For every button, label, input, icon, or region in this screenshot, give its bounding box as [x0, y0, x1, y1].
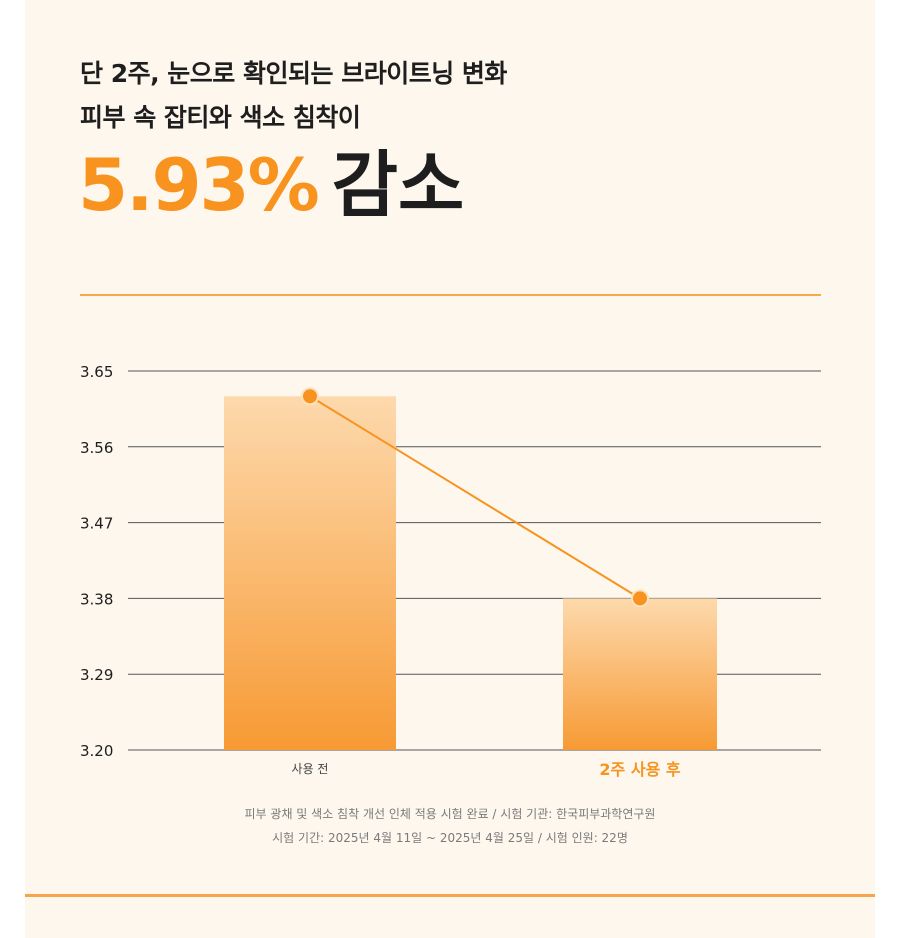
bar-layer	[224, 396, 717, 750]
trend-line	[309, 395, 641, 600]
headline-line-1: 단 2주, 눈으로 확인되는 브라이트닝 변화	[80, 59, 507, 88]
reduction-percent: 5.93%	[78, 143, 320, 227]
bar-1	[224, 396, 396, 750]
line-layer	[301, 387, 649, 608]
headline-line-2: 피부 속 잡티와 색소 침착이	[80, 103, 361, 132]
content-card	[25, 0, 875, 938]
footnote-period: 시험 기간: 2025년 4월 11일 ~ 2025년 4월 25일 / 시험 …	[272, 831, 628, 845]
reduction-word: 감소	[331, 143, 465, 227]
bar-line-chart: 3.65 3.56 3.47 3.38 3.29 3.20 사용 전 2주 사용 후	[80, 363, 821, 779]
x-tick-label: 사용 전	[292, 762, 329, 776]
label-layer: 사용 전 2주 사용 후	[292, 760, 681, 779]
divider-top	[80, 294, 821, 296]
bar-2	[563, 598, 717, 750]
y-tick-label: 3.47	[80, 515, 113, 533]
y-tick-label: 3.38	[80, 590, 113, 608]
y-tick-label: 3.56	[80, 439, 113, 457]
big-stat: 5.93% 감소	[78, 143, 465, 227]
divider-bottom	[25, 894, 875, 897]
data-point-2	[631, 589, 649, 608]
x-tick-label: 2주 사용 후	[599, 760, 680, 779]
y-tick-label: 3.20	[80, 742, 113, 760]
footnote-study: 피부 광채 및 색소 침착 개선 인체 적용 시험 완료 / 시험 기관: 한국…	[244, 807, 656, 821]
data-point-1	[301, 387, 319, 406]
y-tick-label: 3.65	[80, 363, 113, 381]
y-tick-label: 3.29	[80, 666, 113, 684]
